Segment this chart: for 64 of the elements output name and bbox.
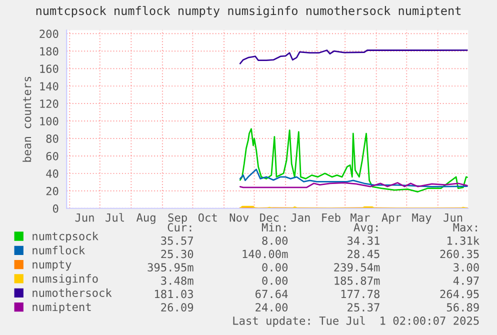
text: 395.95m bbox=[148, 263, 194, 272]
text: 181.03 bbox=[155, 290, 193, 298]
x-tick-label: Nov bbox=[230, 213, 249, 222]
y-tick-label: 20 bbox=[46, 186, 58, 196]
text: 34.31 bbox=[348, 236, 380, 245]
text: Last update: Tue Jul 1 02:00:07 2025 bbox=[233, 316, 479, 328]
x-tick-label: Apr bbox=[382, 213, 402, 224]
legend-label: numflock bbox=[32, 246, 85, 254]
text: 25.30 bbox=[161, 250, 194, 258]
text: 3.48m bbox=[161, 276, 194, 285]
y-tick-label: 120 bbox=[40, 100, 58, 108]
text: 239.54m bbox=[334, 263, 380, 272]
text: 24.00 bbox=[256, 303, 288, 312]
x-tick-label: Sep bbox=[168, 213, 187, 224]
y-axis-title: bean counters bbox=[22, 76, 32, 162]
x-tick-label: Aug bbox=[136, 213, 156, 224]
y-tick-label: 80 bbox=[46, 134, 58, 143]
y-tick-label: 40 bbox=[46, 169, 58, 178]
y-tick-label: 140 bbox=[40, 82, 58, 90]
x-tick-label: May bbox=[412, 213, 432, 224]
y-tick-label: 180 bbox=[40, 47, 58, 56]
text: 0.00 bbox=[262, 263, 288, 272]
text: Avg: bbox=[354, 223, 378, 234]
text: 35.57 bbox=[161, 236, 193, 245]
legend-label: numpty bbox=[32, 260, 72, 271]
text: 28.45 bbox=[348, 250, 380, 258]
y-tick-label: 200 bbox=[40, 30, 58, 38]
text: 0.00 bbox=[262, 276, 288, 285]
legend-label: numiptent bbox=[32, 302, 91, 314]
text: 185.87m bbox=[334, 276, 380, 285]
text: 26.09 bbox=[161, 303, 194, 312]
chart-title: numtcpsock numflock numpty numsiginfo numothersock numiptent bbox=[36, 6, 461, 18]
legend-label: numothersock bbox=[32, 288, 112, 297]
x-tick-label: Jun bbox=[75, 213, 94, 222]
x-tick-label: Jan bbox=[291, 213, 310, 222]
y-tick-label: 100 bbox=[40, 117, 58, 126]
text: Cur: bbox=[168, 223, 192, 232]
text: 177.78 bbox=[341, 290, 380, 298]
legend-label: numsiginfo bbox=[32, 274, 98, 285]
y-tick-label: 160 bbox=[40, 64, 58, 73]
legend-label: numtcpsock bbox=[32, 232, 98, 242]
text: 4.97 bbox=[453, 276, 479, 285]
line-series bbox=[239, 168, 468, 188]
text: 25.37 bbox=[348, 303, 380, 312]
text: 8.00 bbox=[262, 236, 288, 245]
y-tick-label: 0 bbox=[52, 204, 58, 213]
x-tick-label: Jun bbox=[444, 213, 462, 222]
line-series bbox=[239, 50, 468, 64]
x-tick-label: Oct bbox=[198, 213, 217, 222]
line-series bbox=[239, 128, 468, 192]
text: Max: bbox=[453, 223, 477, 232]
text: 67.64 bbox=[256, 290, 288, 298]
y-tick-label: 60 bbox=[46, 152, 58, 160]
x-tick-label: Jul bbox=[106, 213, 124, 222]
text: Min: bbox=[262, 222, 286, 232]
text: 260.35 bbox=[440, 250, 479, 258]
text: 56.89 bbox=[446, 303, 479, 312]
text: 264.95 bbox=[440, 290, 479, 298]
x-tick-label: Feb bbox=[322, 213, 340, 222]
x-tick-label: Mar bbox=[350, 213, 370, 222]
text: 3.00 bbox=[454, 263, 479, 272]
x-tick-label: Dec bbox=[260, 213, 279, 222]
text: 1.31k bbox=[447, 236, 480, 245]
text: 140.00m bbox=[242, 250, 288, 258]
